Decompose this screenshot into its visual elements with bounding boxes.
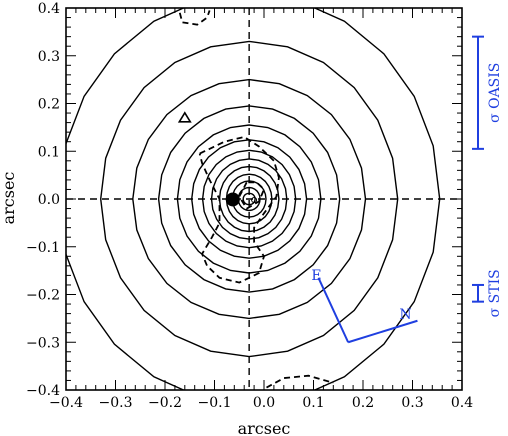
small-circle-marker — [251, 196, 258, 203]
contour-12 — [99, 40, 399, 358]
compass-east-arm — [317, 277, 350, 343]
y-tick-label: 0.2 — [38, 97, 60, 113]
y-tick-label: −0.2 — [26, 288, 60, 304]
x-axis-title: arcsec — [238, 419, 291, 436]
contour-10 — [157, 105, 341, 293]
y-tick-label: 0.3 — [38, 49, 60, 65]
x-tick-label: 0.0 — [253, 395, 275, 411]
y-tick-label: 0.0 — [38, 192, 60, 208]
axis-ticks — [65, 7, 463, 391]
dashed-contour-2 — [238, 181, 266, 210]
y-tick-label: 0.1 — [38, 144, 60, 160]
contour-13 — [66, 8, 441, 390]
x-tick-label: 0.2 — [352, 395, 374, 411]
y-axis-title: arcsec — [0, 172, 18, 225]
dashed-contour-1 — [198, 135, 280, 284]
triangle-marker — [177, 111, 192, 123]
compass-north-arm — [347, 319, 418, 344]
x-tick-label: −0.4 — [49, 395, 83, 411]
dashed-contour-3 — [178, 10, 211, 26]
x-tick-label: 0.1 — [302, 395, 324, 411]
x-tick-label: −0.3 — [99, 395, 133, 411]
filled-circle-marker — [225, 192, 240, 207]
x-tick-label: −0.2 — [148, 395, 182, 411]
x-tick-label: 0.3 — [401, 395, 423, 411]
oasis-label: σ OASIS — [487, 63, 503, 123]
x-tick-label: −0.1 — [198, 395, 232, 411]
tick-labels: −0.4 −0.3 −0.2 −0.1 0.0 0.1 0.2 0.3 0.4−0.4−0.3−… — [26, 1, 473, 411]
contour-1 — [242, 192, 256, 206]
compass-east-label: E — [311, 268, 321, 284]
y-tick-label: −0.1 — [26, 240, 60, 256]
x-tick-label: 0.4 — [451, 395, 473, 411]
compass-annotation: EN — [311, 268, 418, 344]
y-tick-label: 0.4 — [38, 1, 60, 17]
compass-north-label: N — [399, 307, 411, 323]
resolution-bars: σ OASIS σ STIS — [472, 35, 503, 317]
markers — [177, 111, 258, 207]
y-tick-label: −0.4 — [26, 383, 60, 399]
stis-label: σ STIS — [487, 269, 503, 317]
y-tick-label: −0.3 — [26, 335, 60, 351]
dashed-contours — [66, 8, 462, 390]
dashed-contour-4 — [266, 374, 334, 389]
